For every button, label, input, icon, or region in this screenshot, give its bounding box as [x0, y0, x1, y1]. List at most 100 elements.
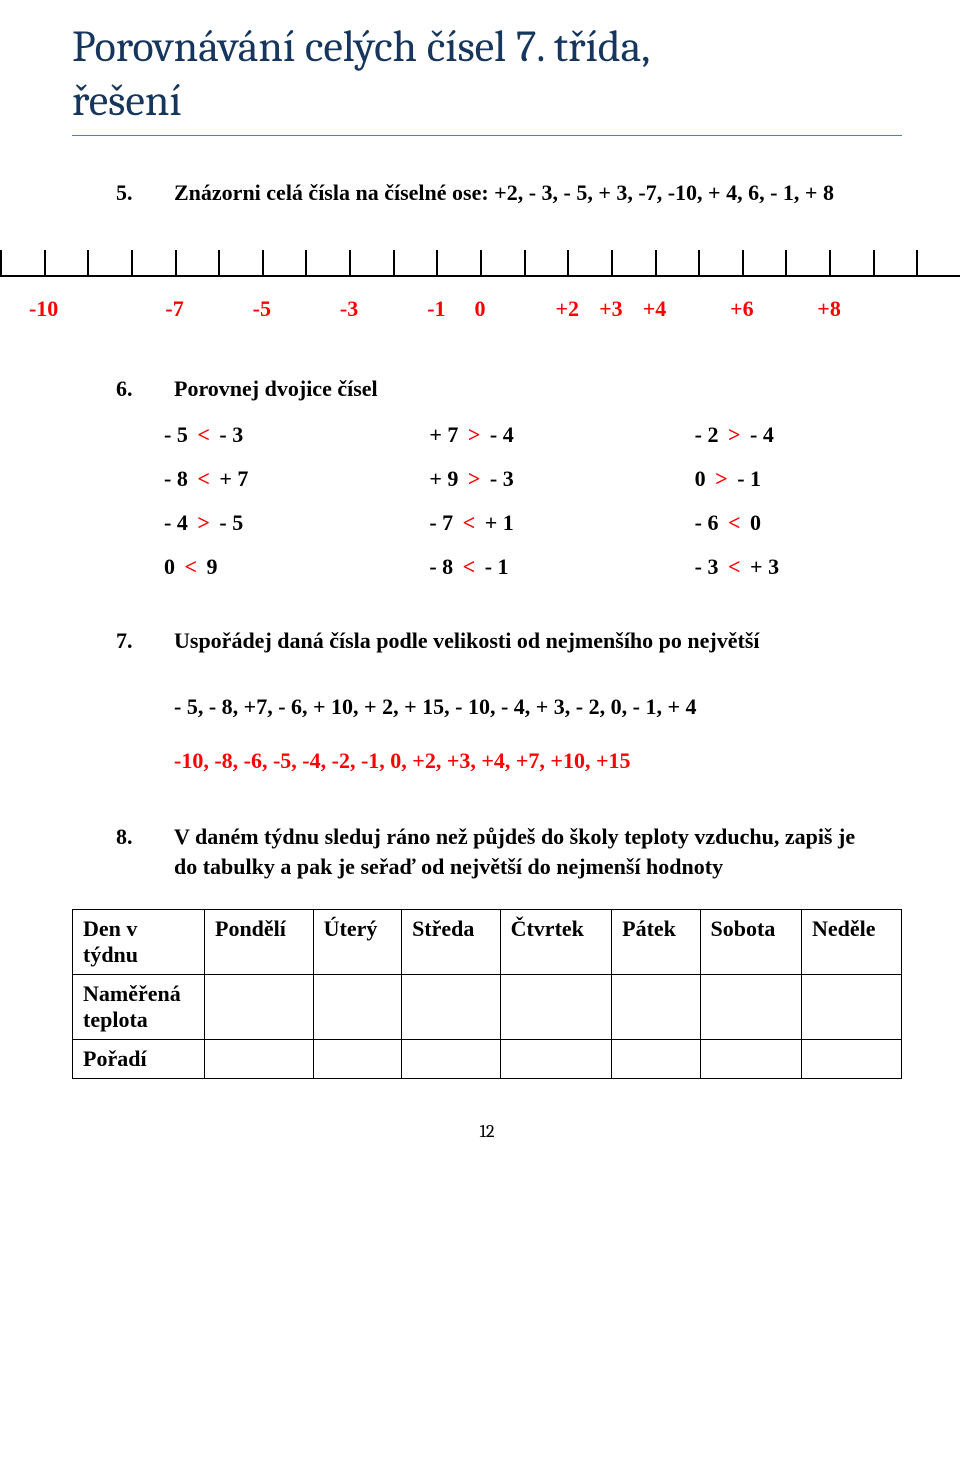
- table-cell: [801, 1040, 901, 1079]
- exercise-5-text: Znázorni celá čísla na číselné ose: +2, …: [174, 178, 834, 208]
- exercise-5: 5. Znázorni celá čísla na číselné ose: +…: [116, 178, 880, 208]
- comparison-right: - 5: [214, 510, 243, 535]
- table-column-header: Pondělí: [205, 910, 314, 975]
- page-title: Porovnávání celých čísel 7. třída, řešen…: [72, 20, 902, 127]
- comparison-operator: <: [724, 510, 745, 536]
- table-cell: [700, 975, 801, 1040]
- number-line-tick: [480, 250, 482, 275]
- number-line-axis: [0, 275, 960, 277]
- comparison-operator: <: [193, 466, 214, 492]
- comparison-cell: - 5 < - 3: [164, 422, 349, 448]
- comparison-left: + 7: [429, 422, 464, 447]
- number-line-tick: [0, 250, 2, 275]
- comparison-operator: <: [181, 554, 202, 580]
- number-line-tick: [349, 250, 351, 275]
- exercise-5-number: 5.: [116, 178, 138, 208]
- number-line-tick: [393, 250, 395, 275]
- comparison-left: - 2: [695, 422, 724, 447]
- comparison-cell: - 4 > - 5: [164, 510, 349, 536]
- number-line-label: +2: [555, 296, 579, 322]
- number-line-label: +4: [643, 296, 667, 322]
- number-line-label: +6: [730, 296, 754, 322]
- number-line-labels: -10-7-5-3-10+2+3+4+6+8: [0, 296, 960, 326]
- comparison-left: + 9: [429, 466, 464, 491]
- table-cell: [313, 1040, 401, 1079]
- comparison-operator: >: [193, 510, 214, 536]
- number-line-tick: [742, 250, 744, 275]
- exercise-8-text: V daném týdnu sleduj ráno než půjdeš do …: [174, 822, 880, 881]
- table-cell: [801, 975, 901, 1040]
- table-cell: [313, 975, 401, 1040]
- table-column-header: Středa: [402, 910, 501, 975]
- number-line-tick: [44, 250, 46, 275]
- number-line-label: -3: [340, 296, 358, 322]
- comparison-right: 9: [201, 554, 218, 579]
- number-line-tick: [175, 250, 177, 275]
- number-line-tick: [873, 250, 875, 275]
- number-line-label: -7: [165, 296, 183, 322]
- table-column-header: Neděle: [801, 910, 901, 975]
- table-cell: [700, 1040, 801, 1079]
- comparison-cell: 0 > - 1: [695, 466, 880, 492]
- table-cell: [205, 975, 314, 1040]
- comparison-left: 0: [695, 466, 712, 491]
- comparison-cell: - 8 < - 1: [429, 554, 614, 580]
- comparison-cell: - 2 > - 4: [695, 422, 880, 448]
- number-line-tick: [698, 250, 700, 275]
- comparison-left: - 3: [695, 554, 724, 579]
- comparison-right: - 3: [214, 422, 243, 447]
- comparison-operator: <: [459, 510, 480, 536]
- table-row-label: Naměřená teplota: [73, 975, 205, 1040]
- comparison-right: - 1: [479, 554, 508, 579]
- number-line-tick: [87, 250, 89, 275]
- exercise-7: 7. Uspořádej daná čísla podle velikosti …: [116, 628, 880, 774]
- comparison-right: + 1: [479, 510, 514, 535]
- number-line-tick: [916, 250, 918, 275]
- table-cell: [500, 975, 612, 1040]
- comparison-operator: <: [724, 554, 745, 580]
- comparison-right: + 7: [214, 466, 249, 491]
- comparison-left: - 7: [429, 510, 458, 535]
- number-line-tick: [436, 250, 438, 275]
- table-cell: [500, 1040, 612, 1079]
- comparison-right: - 3: [484, 466, 513, 491]
- comparison-operator: >: [711, 466, 732, 492]
- number-line-label: +8: [817, 296, 841, 322]
- number-line-tick: [611, 250, 613, 275]
- page-number: 12: [72, 1121, 902, 1142]
- number-line-tick: [262, 250, 264, 275]
- exercise-6-number: 6.: [116, 376, 138, 402]
- title-line2: řešení: [72, 75, 182, 126]
- table-row-label: Pořadí: [73, 1040, 205, 1079]
- table-cell: [205, 1040, 314, 1079]
- number-line-tick: [131, 250, 133, 275]
- table-cell: [612, 975, 700, 1040]
- comparison-left: - 6: [695, 510, 724, 535]
- comparison-right: - 4: [484, 422, 513, 447]
- comparison-right: - 1: [732, 466, 761, 491]
- number-line-tick: [829, 250, 831, 275]
- comparison-left: - 4: [164, 510, 193, 535]
- table-column-header: Pátek: [612, 910, 700, 975]
- exercise-8-number: 8.: [116, 822, 138, 881]
- comparison-cell: + 9 > - 3: [429, 466, 614, 492]
- number-line-label: -5: [253, 296, 271, 322]
- comparison-left: - 8: [164, 466, 193, 491]
- number-line-tick: [567, 250, 569, 275]
- comparison-cell: - 6 < 0: [695, 510, 880, 536]
- exercise-8: 8. V daném týdnu sleduj ráno než půjdeš …: [116, 822, 880, 881]
- exercise-6: 6. Porovnej dvojice čísel - 5 < - 3+ 7 >…: [116, 376, 880, 580]
- comparison-right: + 3: [745, 554, 780, 579]
- table-row-label: Den v týdnu: [73, 910, 205, 975]
- comparison-right: - 4: [745, 422, 774, 447]
- number-line-tick: [524, 250, 526, 275]
- comparison-operator: <: [193, 422, 214, 448]
- exercise-7-answer: -10, -8, -6, -5, -4, -2, -1, 0, +2, +3, …: [174, 748, 880, 774]
- comparison-operator: >: [724, 422, 745, 448]
- title-rule: [72, 135, 902, 136]
- comparison-left: 0: [164, 554, 181, 579]
- number-line: [0, 250, 960, 286]
- number-line-container: -10-7-5-3-10+2+3+4+6+8: [0, 250, 960, 326]
- number-line-label: -1: [427, 296, 445, 322]
- comparison-operator: <: [459, 554, 480, 580]
